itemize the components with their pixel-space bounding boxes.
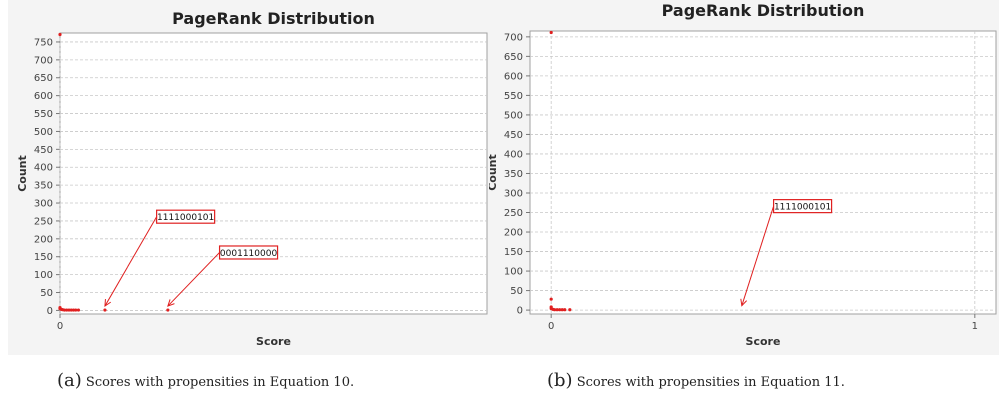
data-point — [74, 308, 78, 312]
annotation-arrowhead — [104, 299, 112, 308]
plot-area-a — [59, 32, 488, 315]
y-tick-label: 200 — [504, 228, 523, 239]
y-tick-label: 100 — [34, 270, 53, 281]
data-point — [563, 308, 567, 312]
y-axis-label-a: Count — [16, 155, 29, 192]
x-axis-label-b: Score — [746, 335, 781, 348]
y-tick-label: 400 — [34, 163, 53, 174]
annotation-arrowhead — [740, 298, 747, 307]
y-tick-label: 650 — [504, 52, 523, 63]
chart-a-svg: PageRank Distribution 0 50 100 150 200 250 300 3… — [16, 9, 488, 348]
data-point — [65, 308, 69, 312]
data-point — [549, 30, 553, 35]
annotation-label: 0001110000 — [220, 249, 278, 259]
y-tick-label: 700 — [504, 32, 523, 43]
y-tick-label: 600 — [34, 91, 53, 102]
data-point — [67, 308, 71, 312]
data-point — [568, 308, 572, 312]
y-tick-label: 600 — [504, 71, 523, 82]
annotation-box — [772, 199, 833, 214]
annotation-box — [218, 245, 279, 260]
chart-panel-b: PageRank Distribution 0 50 100 150 200 250 300 3… — [489, 0, 999, 355]
y-tick-label: 300 — [34, 199, 53, 210]
y-tick-label: 50 — [40, 288, 53, 299]
annotation-label: 1111000101 — [157, 213, 214, 223]
chart-title-b: PageRank Distribution — [662, 1, 865, 20]
annotation-label: 1111000101 — [774, 203, 831, 213]
data-point — [558, 308, 562, 312]
y-tick-label: 500 — [504, 110, 523, 121]
y-tick-label: 350 — [504, 169, 523, 180]
y-tick-label: 350 — [34, 181, 53, 192]
data-point — [555, 308, 559, 312]
y-tick-label: 450 — [504, 130, 523, 141]
data-point — [76, 308, 81, 312]
data-point — [166, 308, 170, 312]
y-tick-label: 550 — [504, 91, 523, 102]
annotation-box — [156, 209, 216, 224]
data-point — [69, 308, 73, 312]
annotation-arrow — [741, 205, 775, 306]
x-tick-label: 0 — [548, 321, 554, 332]
y-tick-label: 250 — [504, 208, 523, 219]
annotation-arrow — [167, 252, 220, 307]
y-tick-label: 200 — [34, 234, 53, 245]
x-tick-label: 0 — [57, 321, 63, 332]
caption-b: (b) Scores with propensities in Equation… — [547, 370, 845, 391]
y-tick-label: 700 — [34, 55, 53, 66]
chart-panel-a: PageRank Distribution 0 50 100 150 200 250 300 3… — [8, 0, 493, 355]
caption-a: (a) Scores with propensities in Equation… — [57, 370, 354, 391]
annotation-arrow — [104, 216, 158, 307]
y-tick-label: 400 — [504, 149, 523, 160]
y-tick-label: 250 — [34, 216, 53, 227]
y-tick-label: 550 — [34, 109, 53, 120]
data-point — [552, 308, 557, 312]
data-point — [549, 297, 553, 301]
caption-b-label: (b) — [547, 370, 573, 391]
data-point — [71, 308, 76, 312]
data-point — [58, 32, 62, 37]
y-tick-label: 150 — [34, 252, 53, 263]
y-axis-label-b: Count — [489, 154, 499, 191]
x-axis-label-a: Score — [256, 335, 291, 348]
chart-title-a: PageRank Distribution — [172, 9, 375, 28]
y-tick-label: 750 — [34, 37, 53, 48]
x-tick-label: 1 — [972, 321, 978, 332]
data-point — [103, 308, 107, 312]
data-point — [62, 308, 67, 312]
y-tick-label: 100 — [504, 267, 523, 278]
y-tick-label: 450 — [34, 145, 53, 156]
data-point — [560, 308, 564, 312]
plot-area-b — [529, 30, 997, 315]
y-tick-label: 150 — [504, 247, 523, 258]
caption-a-text: Scores with propensities in Equation 10. — [85, 375, 355, 390]
caption-b-text: Scores with propensities in Equation 11. — [576, 375, 845, 390]
y-tick-label: 300 — [504, 188, 523, 199]
y-tick-label: 500 — [34, 127, 53, 138]
y-tick-label: 0 — [517, 306, 523, 317]
caption-a-label: (a) — [57, 370, 82, 391]
y-tick-label: 0 — [47, 306, 53, 317]
chart-b-svg: PageRank Distribution 0 50 100 150 200 250 300 3… — [489, 1, 997, 348]
y-tick-label: 650 — [34, 73, 53, 84]
annotation-arrowhead — [167, 299, 175, 307]
y-tick-label: 50 — [510, 286, 523, 297]
